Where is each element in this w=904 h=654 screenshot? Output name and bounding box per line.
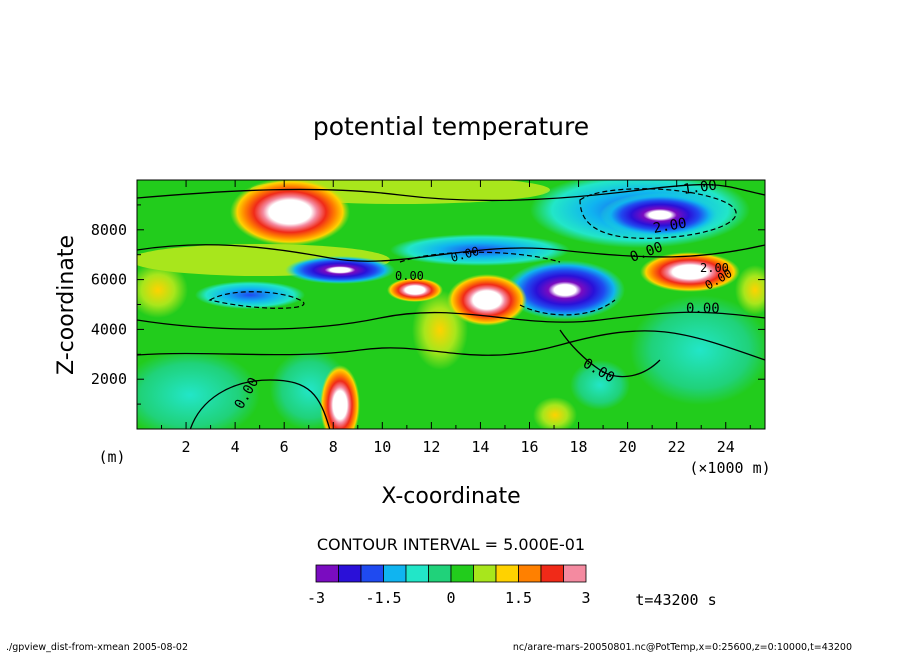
contour-lines-dashed [208,188,737,316]
x-tick-label: 16 [520,438,538,456]
colorbar-swatch [405,564,429,583]
y-unit-note: (m) [98,448,125,466]
colorbar-tick-label: 1.5 [505,589,532,607]
colorbar-swatch [428,564,452,583]
field-cold-band [285,256,395,284]
x-tick-label: 6 [280,438,289,456]
field-mild-right [735,265,765,315]
field-warm-bottom [320,365,360,429]
y-tick-label: 2000 [91,370,127,388]
contour-label: 0.00 [686,301,720,317]
field-warm-topleft [230,180,350,246]
x-tick-label: 22 [668,438,686,456]
x-tick-label: 4 [231,438,240,456]
colorbar-swatch [360,564,384,583]
colorbar-swatch [495,564,519,583]
colorbar [315,564,587,583]
x-tick-label: 8 [329,438,338,456]
field-mild-left [137,262,188,318]
field-warm-left [387,278,443,302]
x-tick-label: 18 [570,438,588,456]
footer-right: nc/arare-mars-20050801.nc@PotTemp,x=0:25… [513,642,852,653]
colorbar-ticks: -3 -1.5 0 1.5 3 [307,589,591,607]
colorbar-swatch [540,564,564,583]
y-tick-label: 6000 [91,271,127,289]
time-label: t=43200 s [635,591,716,609]
field-teal-bottomleft [137,350,260,429]
colorbar-swatch [383,564,407,583]
field-cool-left [195,281,305,309]
y-axis-title: Z-coordinate [54,235,79,375]
colorbar-swatch [473,564,497,583]
colorbar-swatch [338,564,362,583]
colorbar-tick-label: -3 [307,589,325,607]
y-axis: 2000 4000 6000 8000 [91,204,765,405]
contour-label: 2.00 [652,215,688,237]
contour-interval: CONTOUR INTERVAL = 5.000E-01 [317,535,585,554]
x-tick-label: 2 [182,438,191,456]
plot-area [137,180,765,429]
contour-label: 2.00 [700,261,729,275]
colorbar-swatch [518,564,542,583]
colorbar-tick-label: 3 [581,589,590,607]
colorbar-swatch [450,564,474,583]
y-tick-label: 8000 [91,221,127,239]
chart-title: potential temperature [313,112,589,141]
y-tick-label: 4000 [91,320,127,338]
colorbar-tick-label: 0 [446,589,455,607]
x-axis: 2 4 6 8 10 12 14 16 18 20 22 24 [161,180,751,456]
contour-label: 0.00 [395,269,424,283]
field-cold-topright [600,193,720,237]
field-teal-bottomright [630,295,765,405]
colorbar-swatch [315,564,339,583]
contour-label: 1.00 [682,177,718,198]
field-mild-bottom [533,397,577,429]
x-axis-title: X-coordinate [381,484,520,509]
x-tick-label: 24 [717,438,735,456]
footer-left: ./gpview_dist-from-xmean 2005-08-02 [6,642,188,653]
x-tick-label: 14 [471,438,489,456]
contour-lines [137,183,765,429]
field-cold-center [505,260,625,320]
field-teal-lowright [570,360,630,410]
field-warm-right [640,252,740,292]
colorbar-tick-label: -1.5 [365,589,401,607]
x-tick-label: 10 [373,438,391,456]
colorbar-swatch [563,564,587,583]
x-tick-label: 12 [422,438,440,456]
x-unit-note: (×1000 m) [689,459,770,477]
x-tick-label: 20 [619,438,637,456]
field-warm-center [447,274,527,326]
